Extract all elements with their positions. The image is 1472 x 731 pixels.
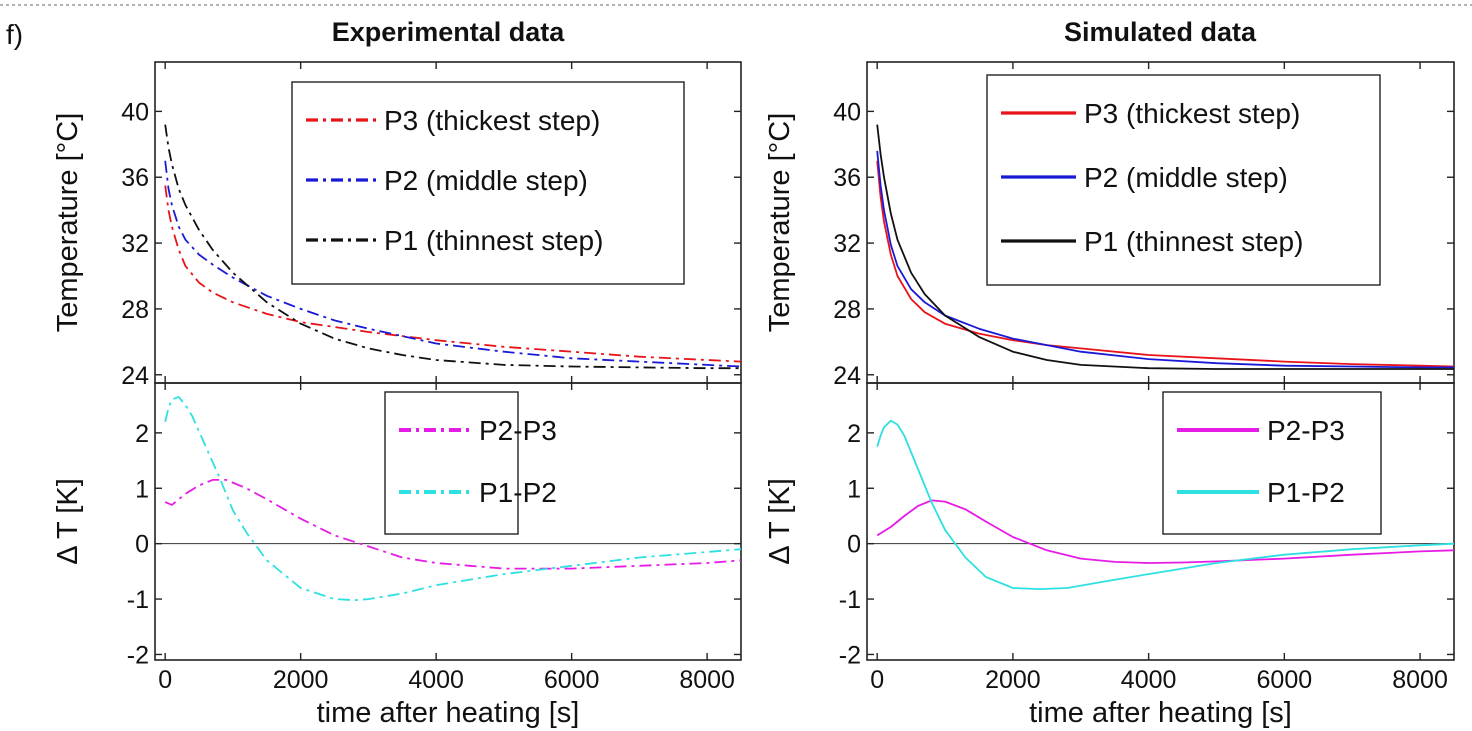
simulated-temperature-plot: 24 28 32 36 40 Temperature [°C] P3 (thickest s… <box>764 61 1455 390</box>
x-tick-label: 6000 <box>1257 666 1313 694</box>
legend-box <box>1162 391 1382 535</box>
series-line-p1 <box>164 124 741 370</box>
x-tick-label: 0 <box>870 666 884 694</box>
y-axis-label: Temperature [°C] <box>764 113 796 333</box>
axes-frame <box>866 382 1455 661</box>
legend-entry: P2-P3 <box>479 415 557 446</box>
y-tick-label: 40 <box>833 98 861 126</box>
simulated-delta-t-plot: -2 -1 0 1 2 0 2000 4000 6000 8000 Δ T [K] time afte… <box>764 382 1455 729</box>
legend-entry: P3 (thickest step) <box>1084 98 1300 129</box>
series-line-p2-p3 <box>164 478 742 570</box>
axes-frame <box>154 382 742 661</box>
legend-entry: P1 (thinnest step) <box>384 225 603 256</box>
series-line-p1 <box>876 124 1454 370</box>
x-tick-label: 4000 <box>1121 666 1177 694</box>
panel-label: f) <box>6 19 23 50</box>
experimental-delta-t-plot: -2 -1 0 1 2 0 2000 4000 6000 8000 Δ T [K] time afte… <box>52 382 742 729</box>
y-tick-label: 1 <box>847 475 861 503</box>
series-line-p1-p2 <box>164 395 742 602</box>
x-tick-label: 8000 <box>1392 666 1448 694</box>
legend-entry: P1-P2 <box>479 477 557 508</box>
series-line-p3 <box>164 185 742 363</box>
legend-entry: P1-P2 <box>1267 477 1345 508</box>
legend-box <box>384 391 519 535</box>
legend-box <box>986 74 1381 286</box>
y-axis-label: Temperature [°C] <box>52 113 84 333</box>
x-tick-label: 8000 <box>679 666 735 694</box>
y-tick-label: -1 <box>127 586 149 614</box>
x-tick-label: 0 <box>158 666 172 694</box>
series-line-p1-p2 <box>876 419 1455 590</box>
x-tick-label: 2000 <box>273 666 329 694</box>
y-tick-label: -1 <box>839 586 861 614</box>
x-tick-label: 6000 <box>544 666 600 694</box>
y-tick-label: 0 <box>847 531 861 559</box>
x-tick-label: 2000 <box>985 666 1041 694</box>
y-tick-label: 2 <box>847 420 861 448</box>
y-tick-label: 0 <box>135 531 149 559</box>
legend-entry: P2 (middle step) <box>384 165 588 196</box>
right-title: Simulated data <box>1064 17 1257 47</box>
legend-box <box>291 81 685 285</box>
series-line-p3 <box>876 160 1455 368</box>
series-line-p2 <box>164 160 742 368</box>
series-line-p2-p3 <box>876 499 1455 564</box>
legend-entry: P3 (thickest step) <box>384 105 600 136</box>
y-tick-label: 2 <box>135 420 149 448</box>
legend-entry: P2-P3 <box>1267 415 1345 446</box>
y-tick-label: 24 <box>121 362 149 390</box>
series-line-p2 <box>876 150 1454 369</box>
x-axis-label: time after heating [s] <box>317 697 580 729</box>
legend-entry: P2 (middle step) <box>1084 162 1288 193</box>
y-tick-label: 1 <box>135 475 149 503</box>
y-tick-label: 24 <box>833 362 861 390</box>
x-axis-label: time after heating [s] <box>1029 697 1292 729</box>
y-tick-label: 32 <box>833 230 861 258</box>
y-tick-label: 36 <box>833 164 861 192</box>
y-axis-label: Δ T [K] <box>52 478 84 565</box>
legend-entry: P1 (thinnest step) <box>1084 226 1303 257</box>
y-tick-label: -2 <box>839 641 861 669</box>
y-tick-label: -2 <box>127 641 149 669</box>
y-axis-label: Δ T [K] <box>764 478 796 565</box>
y-tick-label: 36 <box>121 164 149 192</box>
left-title: Experimental data <box>332 17 566 47</box>
y-tick-label: 40 <box>121 98 149 126</box>
y-tick-label: 32 <box>121 230 149 258</box>
y-tick-label: 28 <box>121 296 149 324</box>
y-tick-label: 28 <box>833 296 861 324</box>
experimental-temperature-plot: 24 28 32 36 40 Temperature [°C] P3 (thickest s… <box>52 61 742 390</box>
x-tick-label: 4000 <box>408 666 464 694</box>
